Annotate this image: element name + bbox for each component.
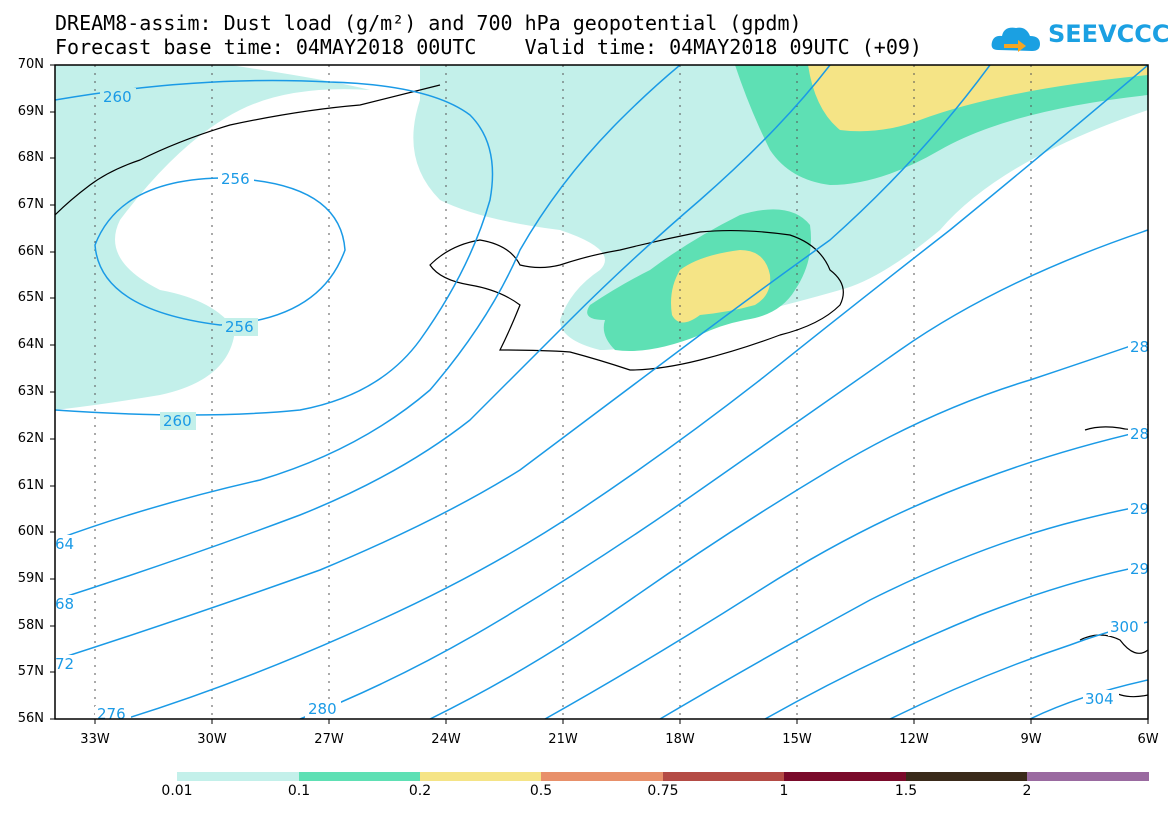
lon-label: 30W <box>197 732 227 747</box>
colorbar-swatch <box>420 772 541 781</box>
contour-label: 28 <box>1130 338 1149 356</box>
contour-268 <box>55 65 831 601</box>
dust-region-low-west <box>55 65 370 410</box>
colorbar <box>177 772 1149 781</box>
lat-label: 67N <box>17 197 44 212</box>
contour-292 <box>659 504 1148 719</box>
seevccc-logo-icon <box>991 27 1040 52</box>
colorbar-swatch <box>663 772 784 781</box>
colorbar-swatch <box>177 772 299 781</box>
lon-label: 15W <box>782 732 812 747</box>
contour-272 <box>55 65 991 661</box>
lon-label: 33W <box>80 732 110 747</box>
contour-260-north <box>55 79 494 416</box>
lat-label: 62N <box>17 431 44 446</box>
axis-ticks <box>50 64 1149 724</box>
chart-title-line2: Forecast base time: 04MAY2018 00UTC Vali… <box>55 35 922 59</box>
colorbar-label: 0.2 <box>408 783 432 799</box>
geopotential-contours <box>55 65 1148 719</box>
contour-288 <box>544 429 1148 719</box>
graticule <box>94 65 1032 719</box>
coastline <box>55 84 1148 698</box>
lat-label: 65N <box>17 290 44 305</box>
contour-264 <box>55 65 681 541</box>
colorbar-label: 0.01 <box>161 783 193 799</box>
contour-label: 260 <box>163 412 192 430</box>
colorbar-swatch <box>784 772 906 781</box>
contour-label: 29 <box>1130 560 1149 578</box>
lon-label: 21W <box>548 732 578 747</box>
contour-276 <box>124 65 1148 719</box>
lat-label: 56N <box>17 711 44 726</box>
colorbar-label: 0.75 <box>647 783 679 799</box>
colorbar-label: 1 <box>779 783 789 799</box>
colorbar-label: 0.1 <box>287 783 311 799</box>
lat-label: 58N <box>17 618 44 633</box>
contour-296 <box>764 564 1148 719</box>
contour-labels: 260 256 256 260 64 68 72 276 280 28 28 2… <box>55 88 1149 723</box>
contour-label: 256 <box>221 170 250 188</box>
lat-label: 59N <box>17 571 44 586</box>
contour-280 <box>299 229 1148 719</box>
lat-label: 66N <box>17 244 44 259</box>
lon-label: 18W <box>665 732 695 747</box>
contour-label: 260 <box>103 88 132 106</box>
contour-256 <box>94 177 346 326</box>
dust-region-high-iceland <box>671 250 771 323</box>
lon-label: 6W <box>1137 732 1159 747</box>
contour-label: 72 <box>55 655 74 673</box>
lon-label: 9W <box>1020 732 1042 747</box>
lat-label: 60N <box>17 524 44 539</box>
contour-284 <box>429 339 1148 719</box>
lat-label: 64N <box>17 337 44 352</box>
dust-region-high-northeast <box>808 65 1148 132</box>
colorbar-label: 2 <box>1022 783 1032 799</box>
contour-label: 64 <box>55 535 74 553</box>
lat-label: 63N <box>17 384 44 399</box>
contour-label: 29 <box>1130 500 1149 518</box>
lat-label: 70N <box>17 57 44 72</box>
contour-label: 300 <box>1110 618 1139 636</box>
colorbar-label: 0.5 <box>529 783 553 799</box>
contour-label: 256 <box>225 318 254 336</box>
contour-label: 68 <box>55 595 74 613</box>
lon-label: 27W <box>314 732 344 747</box>
contour-label: 28 <box>1130 425 1149 443</box>
contour-label: 280 <box>308 700 337 718</box>
colorbar-swatch <box>541 772 663 781</box>
lat-label: 68N <box>17 150 44 165</box>
contour-label: 304 <box>1085 690 1114 708</box>
colorbar-label: 1.5 <box>894 783 918 799</box>
logo-text: SEEVCCC <box>1048 20 1170 48</box>
lat-label: 57N <box>17 664 44 679</box>
lon-label: 24W <box>431 732 461 747</box>
colorbar-swatch <box>1027 772 1149 781</box>
colorbar-swatch <box>906 772 1027 781</box>
chart-title-line1: DREAM8-assim: Dust load (g/m²) and 700 h… <box>55 11 802 35</box>
lat-label: 61N <box>17 478 44 493</box>
colorbar-swatch <box>299 772 420 781</box>
contour-label: 276 <box>97 705 126 723</box>
lat-label: 69N <box>17 104 44 119</box>
lon-label: 12W <box>899 732 929 747</box>
